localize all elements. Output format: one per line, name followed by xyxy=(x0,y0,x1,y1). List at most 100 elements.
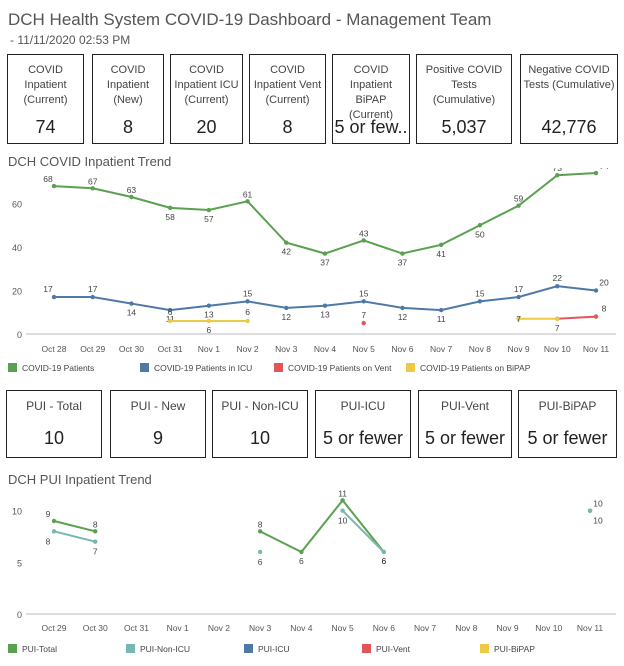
data-point[interactable] xyxy=(477,223,483,228)
data-point[interactable] xyxy=(206,318,212,324)
y-tick-label: 0 xyxy=(17,610,22,620)
data-point[interactable] xyxy=(400,305,405,311)
data-label: 7 xyxy=(516,314,521,324)
x-tick-label: Nov 7 xyxy=(430,344,452,354)
legend-label[interactable]: COVID-19 Patients on BiPAP xyxy=(420,363,531,373)
kpi-value: 8 xyxy=(282,117,293,137)
data-point[interactable] xyxy=(167,205,173,211)
data-point[interactable] xyxy=(51,294,57,300)
x-tick-label: Nov 5 xyxy=(353,344,375,354)
pui-card: PUI-Vent 5 or fewer xyxy=(418,390,512,458)
data-point[interactable] xyxy=(167,307,173,313)
legend-label[interactable]: PUI-ICU xyxy=(258,644,290,654)
data-point[interactable] xyxy=(257,529,263,534)
data-point[interactable] xyxy=(129,301,134,306)
kpi-label: COVID Inpatient (Current) xyxy=(23,64,68,106)
x-tick-label: Nov 4 xyxy=(314,344,336,354)
data-point[interactable] xyxy=(381,549,387,555)
data-point[interactable] xyxy=(245,199,250,204)
kpi-card: COVID Inpatient (New) 8 xyxy=(92,54,164,144)
data-point[interactable] xyxy=(516,294,521,300)
kpi-label: Negative COVID Tests (Cumulative) xyxy=(523,64,615,91)
data-point[interactable] xyxy=(555,316,560,321)
data-point[interactable] xyxy=(555,173,560,178)
data-point[interactable] xyxy=(284,240,289,245)
data-label: 17 xyxy=(514,284,524,294)
data-label: 6 xyxy=(258,557,263,567)
x-tick-label: Nov 11 xyxy=(583,344,610,354)
data-point[interactable] xyxy=(340,498,345,503)
pui-card: PUI-ICU 5 or fewer xyxy=(315,390,411,458)
data-point[interactable] xyxy=(438,242,444,248)
data-point[interactable] xyxy=(51,518,57,524)
data-point[interactable] xyxy=(593,170,599,176)
data-point[interactable] xyxy=(299,549,304,555)
data-point[interactable] xyxy=(438,307,444,313)
data-point[interactable] xyxy=(593,314,599,319)
pui-card: PUI - New 9 xyxy=(110,390,206,458)
kpi-value: 20 xyxy=(196,117,217,137)
data-point[interactable] xyxy=(593,288,599,293)
kpi-card: COVID Inpatient (Current) 74 xyxy=(7,54,84,144)
data-label: 22 xyxy=(553,273,563,283)
data-point[interactable] xyxy=(555,283,560,289)
data-point[interactable] xyxy=(206,303,212,308)
pui-card: PUI-BiPAP 5 or fewer xyxy=(518,390,617,458)
x-tick-label: Nov 3 xyxy=(249,623,271,633)
data-point[interactable] xyxy=(516,203,521,208)
data-point[interactable] xyxy=(206,207,212,213)
series-line xyxy=(557,315,597,320)
data-point[interactable] xyxy=(322,303,328,308)
data-label: 11 xyxy=(437,314,446,324)
data-point[interactable] xyxy=(587,508,593,513)
data-point[interactable] xyxy=(516,316,521,321)
kpi-label: COVID Inpatient BiPAP (Current) xyxy=(348,64,393,121)
data-label: 8 xyxy=(46,536,51,546)
data-point[interactable] xyxy=(477,299,483,304)
inpatient-trend-title: DCH COVID Inpatient Trend xyxy=(8,154,172,169)
x-tick-label: Nov 4 xyxy=(290,623,312,633)
data-point[interactable] xyxy=(90,294,95,300)
pui-value: 9 xyxy=(152,428,163,448)
data-point[interactable] xyxy=(245,318,250,324)
data-label: 8 xyxy=(258,519,263,529)
legend-label[interactable]: PUI-Total xyxy=(22,644,57,654)
data-point[interactable] xyxy=(284,305,289,311)
x-tick-label: Nov 10 xyxy=(535,623,562,633)
pui-label: PUI - New xyxy=(130,399,186,413)
data-point[interactable] xyxy=(51,183,57,189)
data-point[interactable] xyxy=(51,529,57,534)
data-label: 6 xyxy=(299,556,304,566)
y-tick-label: 5 xyxy=(17,558,22,568)
data-point[interactable] xyxy=(340,508,345,513)
data-point[interactable] xyxy=(257,549,263,555)
data-point[interactable] xyxy=(167,318,173,324)
legend-label[interactable]: COVID-19 Patients in ICU xyxy=(154,363,252,373)
data-label: 59 xyxy=(514,194,524,204)
pui-label: PUI-BiPAP xyxy=(538,399,597,413)
data-point[interactable] xyxy=(361,299,366,304)
data-point[interactable] xyxy=(93,529,98,534)
data-point[interactable] xyxy=(93,539,98,544)
legend-swatch xyxy=(8,363,17,372)
x-tick-label: Nov 2 xyxy=(236,344,258,354)
legend-label[interactable]: COVID-19 Patients xyxy=(22,363,94,373)
legend-label[interactable]: PUI-BiPAP xyxy=(494,644,535,654)
data-label: 50 xyxy=(475,229,485,239)
data-point[interactable] xyxy=(245,299,250,304)
data-point[interactable] xyxy=(90,186,95,191)
legend-label[interactable]: COVID-19 Patients on Vent xyxy=(288,363,392,373)
series-line xyxy=(53,520,96,533)
legend-label[interactable]: PUI-Non-ICU xyxy=(140,644,190,654)
x-tick-label: Oct 28 xyxy=(41,344,66,354)
legend-label[interactable]: PUI-Vent xyxy=(376,644,411,654)
y-tick-label: 20 xyxy=(12,287,22,297)
data-point[interactable] xyxy=(361,238,366,243)
data-point[interactable] xyxy=(129,194,134,200)
data-point[interactable] xyxy=(322,251,328,256)
data-point[interactable] xyxy=(361,320,366,326)
data-point[interactable] xyxy=(400,251,405,256)
kpi-card: Negative COVID Tests (Cumulative) 42,776 xyxy=(520,54,618,144)
data-label: 9 xyxy=(46,509,51,519)
data-label: 15 xyxy=(359,288,369,298)
